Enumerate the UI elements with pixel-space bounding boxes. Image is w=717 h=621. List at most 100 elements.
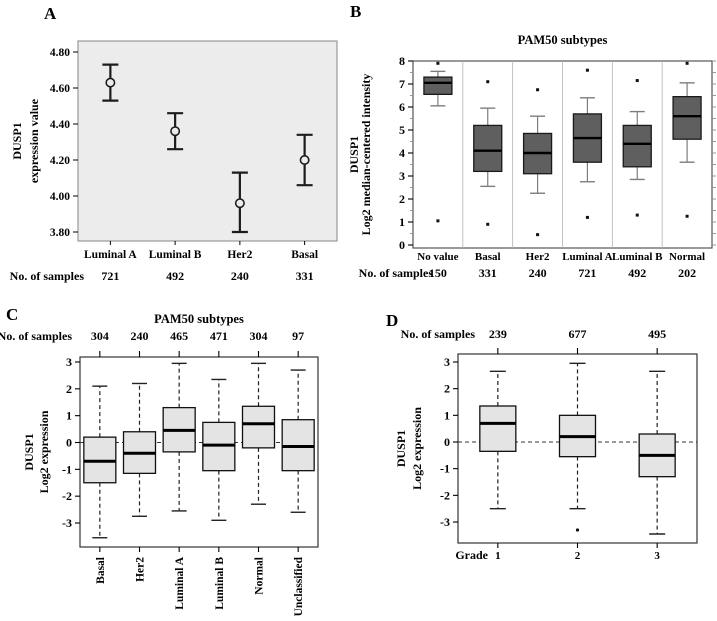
y-axis: 0 1 2 3 4 5 6 7 8	[399, 54, 413, 252]
outlier-point	[585, 215, 589, 219]
mean-marker	[299, 155, 310, 166]
y-tick-label: 6	[399, 100, 405, 114]
box-Luminal A	[572, 68, 603, 219]
iqr-box	[622, 124, 652, 168]
sample-count: 492	[166, 269, 184, 283]
sample-count: 495	[648, 327, 666, 341]
sample-count: 304	[91, 329, 109, 343]
outlier-point	[486, 80, 490, 84]
panel-b-label: B	[350, 2, 362, 21]
y-tick-label: 1	[66, 409, 72, 423]
errorbar-Basal	[296, 133, 313, 187]
sample-count: 677	[569, 327, 587, 341]
plot-frame	[77, 40, 338, 242]
box-Luminal B	[202, 378, 236, 522]
iqr-box	[479, 405, 517, 452]
y-tick-label: 3	[399, 169, 405, 183]
category-label: Normal	[254, 557, 266, 595]
outlier-point	[635, 213, 639, 217]
y-tick-label: 1	[399, 215, 405, 229]
box-Normal	[672, 61, 702, 218]
box-3	[638, 370, 676, 535]
category-label: Basal	[291, 249, 318, 261]
y-axis: -3 -2 -1 0 1 2 3	[62, 355, 80, 530]
y-axis-label: DUSP1 Log2 expression	[22, 410, 51, 493]
category-label: Luminal A	[562, 251, 612, 263]
sample-count: 465	[170, 329, 188, 343]
category-label: Luminal B	[149, 249, 202, 261]
box-Her2	[522, 88, 553, 237]
sample-count: 239	[489, 327, 507, 341]
sample-count: 331	[296, 269, 314, 283]
samples-label: No. of samples	[401, 327, 476, 341]
box-Luminal B	[622, 79, 652, 217]
panel-a-label: A	[44, 4, 57, 23]
category-label: No value	[417, 251, 458, 263]
errorbar-Her2	[231, 171, 248, 234]
outlier-point	[486, 222, 490, 226]
panel-separators	[462, 61, 663, 248]
chart-title: PAM50 subtypes	[518, 33, 608, 47]
sample-count: 721	[101, 269, 119, 283]
y-axis: 3.80 4.00 4.20 4.40 4.60 4.80	[50, 47, 78, 239]
iqr-box	[241, 405, 276, 449]
box-Her2	[122, 382, 157, 517]
iqr-box	[423, 76, 453, 95]
y-tick-label: 4.80	[50, 47, 70, 59]
y-tick-label: -2	[440, 488, 450, 502]
y-tick-label: 3	[444, 355, 450, 369]
y-tick-label: 5	[399, 123, 405, 137]
outlier-point	[436, 219, 440, 223]
y-axis-label-line: Log2 expression	[37, 410, 51, 493]
y-tick-label: 4.40	[50, 119, 70, 131]
category-label: 3	[654, 550, 660, 562]
box-Basal	[473, 80, 503, 226]
y-tick-label: -3	[62, 516, 72, 530]
sample-count: 492	[628, 266, 646, 280]
box-Basal	[83, 385, 117, 539]
sample-count: 304	[250, 329, 268, 343]
iqr-box	[672, 96, 702, 140]
panel-d-label: D	[386, 311, 399, 330]
x-axis-label: Grade	[455, 548, 488, 562]
y-axis-label-line: Log2 median-centered intensity	[359, 74, 373, 236]
y-tick-label: -2	[62, 489, 72, 503]
box-Normal	[241, 362, 276, 505]
sample-count: 471	[210, 329, 228, 343]
category-label: 2	[575, 550, 581, 562]
sample-count: 721	[578, 266, 596, 280]
panel-d-chart: -3 -2 -1 0 1 2 3 DUSP1 Log2 expression 239 1 677 2 49…	[394, 327, 698, 562]
y-tick-label: -1	[440, 462, 450, 476]
outlier-point	[575, 528, 580, 532]
y-tick-label: 3.80	[50, 227, 70, 239]
box-2	[558, 362, 597, 532]
outlier-point	[536, 88, 540, 92]
outlier-point	[436, 61, 440, 65]
chart-title: PAM50 subtypes	[154, 312, 244, 326]
y-tick-label: 7	[399, 77, 405, 91]
outlier-point	[536, 233, 540, 237]
y-tick-label: 0	[399, 238, 405, 252]
plot-frame	[79, 356, 319, 548]
outlier-point	[585, 68, 589, 72]
box-1	[479, 370, 517, 510]
sample-count: 240	[131, 329, 149, 343]
y-axis-label-line: DUSP1	[347, 136, 361, 173]
samples-label: No. of samples	[0, 329, 72, 343]
sample-count: 331	[479, 266, 497, 280]
category-label: Normal	[669, 251, 705, 263]
category-label: Unclassified	[293, 556, 305, 616]
outlier-point	[685, 61, 689, 65]
y-tick-label: 4.20	[50, 155, 70, 167]
errorbar-Luminal A	[102, 63, 119, 102]
y-tick-label: 4.00	[50, 191, 70, 203]
sample-count: 240	[529, 266, 547, 280]
box-No value	[423, 61, 453, 223]
y-tick-label: 2	[66, 382, 72, 396]
samples-label: No. of samples	[10, 269, 85, 283]
y-tick-label: 4	[399, 146, 405, 160]
y-axis-label-line: DUSP1	[394, 430, 408, 467]
